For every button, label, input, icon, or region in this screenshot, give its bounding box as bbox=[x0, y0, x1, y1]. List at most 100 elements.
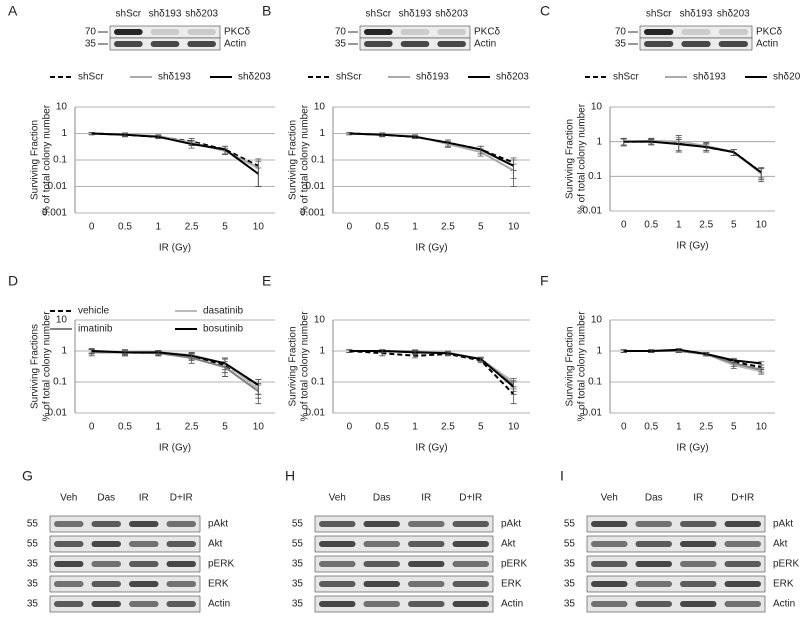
y-tick-label: 1 bbox=[61, 346, 67, 357]
error-bar bbox=[620, 349, 627, 353]
series-line bbox=[623, 348, 762, 365]
lane-label: shδ193 bbox=[149, 9, 182, 20]
error-bar bbox=[730, 357, 737, 364]
row-label: pERK bbox=[773, 559, 799, 570]
blot-band bbox=[591, 561, 628, 567]
row-label: pERK bbox=[208, 559, 234, 570]
y-axis-label: Surviving Fraction bbox=[565, 326, 576, 406]
series-line bbox=[91, 132, 259, 175]
y-axis-label: Surviving Fraction bbox=[30, 120, 41, 200]
blot-band bbox=[635, 521, 672, 527]
error-bar bbox=[155, 134, 162, 139]
error-bar bbox=[648, 139, 655, 145]
blot-band bbox=[91, 521, 121, 527]
x-tick-label: 0 bbox=[89, 222, 95, 233]
blot-band bbox=[54, 581, 84, 587]
error-bar bbox=[620, 138, 627, 146]
y-axis-label: % of total colony number bbox=[300, 311, 311, 422]
y-tick-label: 10 bbox=[56, 315, 68, 326]
x-tick-label: 0 bbox=[347, 422, 353, 433]
y-axis-label: Surviving Fractions bbox=[30, 324, 41, 409]
panel-label: C bbox=[540, 3, 550, 19]
row-label: pAkt bbox=[208, 519, 228, 530]
error-bar bbox=[510, 381, 517, 395]
y-tick-label: 0.1 bbox=[53, 155, 67, 166]
y-tick-label: 10 bbox=[591, 315, 603, 326]
blot-band bbox=[635, 561, 672, 567]
panel-label: G bbox=[22, 468, 33, 484]
blot-band bbox=[452, 521, 489, 527]
x-tick-label: 5 bbox=[731, 220, 737, 231]
y-tick-label: 1 bbox=[319, 128, 325, 139]
error-bar bbox=[758, 361, 765, 366]
blot-band bbox=[114, 29, 143, 35]
blot-band bbox=[364, 41, 393, 47]
y-tick-label: 0.01 bbox=[48, 408, 68, 419]
blot-frame bbox=[314, 595, 494, 613]
error-bar bbox=[346, 132, 353, 136]
marker-label: 55 bbox=[564, 539, 576, 550]
y-tick-label: 10 bbox=[314, 315, 326, 326]
lane-label: D+IR bbox=[170, 493, 193, 504]
error-bar bbox=[675, 348, 682, 352]
x-tick-label: 1 bbox=[676, 422, 682, 433]
marker-label: 55 bbox=[564, 519, 576, 530]
marker-label: 55 bbox=[27, 519, 39, 530]
series-line bbox=[349, 350, 515, 388]
blot-band bbox=[452, 581, 489, 587]
blot-band bbox=[718, 41, 748, 47]
error-bar bbox=[477, 145, 484, 155]
y-tick-label: 0.01 bbox=[306, 408, 326, 419]
marker-label: 35 bbox=[564, 579, 576, 590]
blot-band bbox=[644, 41, 674, 47]
panel-label: F bbox=[540, 273, 549, 289]
x-tick-label: 0 bbox=[621, 422, 627, 433]
blot-band bbox=[724, 541, 761, 547]
x-tick-label: 1 bbox=[412, 422, 418, 433]
lane-label: shδ203 bbox=[435, 9, 468, 20]
x-tick-label: 5 bbox=[478, 422, 484, 433]
lane-label: shScr bbox=[116, 9, 142, 20]
error-bar bbox=[758, 367, 765, 373]
blot-band bbox=[91, 601, 121, 607]
row-label: pAkt bbox=[501, 519, 521, 530]
blot-frame bbox=[586, 595, 766, 613]
series-line bbox=[91, 351, 259, 393]
y-tick-label: 0.01 bbox=[583, 408, 603, 419]
blot-band bbox=[680, 581, 717, 587]
blot-band bbox=[129, 541, 159, 547]
blot-band bbox=[635, 541, 672, 547]
blot-band bbox=[129, 561, 159, 567]
error-bar bbox=[379, 349, 386, 353]
marker-label: 35 bbox=[615, 39, 627, 50]
legend-label: imatinib bbox=[78, 324, 113, 335]
x-tick-label: 5 bbox=[731, 422, 737, 433]
row-label: Actin bbox=[773, 599, 795, 610]
error-bar bbox=[188, 352, 195, 360]
blot-band bbox=[129, 601, 159, 607]
blot-band bbox=[319, 561, 356, 567]
marker-label: 70 bbox=[85, 27, 97, 38]
series-line bbox=[91, 132, 259, 167]
y-tick-label: 0.01 bbox=[306, 181, 326, 192]
blot-band bbox=[724, 581, 761, 587]
row-label: Actin bbox=[756, 39, 778, 50]
blot-band bbox=[319, 521, 356, 527]
error-bar bbox=[222, 357, 228, 374]
series-line bbox=[349, 350, 515, 396]
row-label: PKCδ bbox=[474, 27, 501, 38]
error-bar bbox=[510, 159, 517, 179]
x-tick-label: 1 bbox=[676, 220, 682, 231]
row-label: Actin bbox=[501, 599, 523, 610]
error-bar bbox=[444, 351, 451, 356]
error-bar bbox=[346, 349, 353, 353]
blot-frame bbox=[586, 535, 766, 553]
lane-label: Das bbox=[645, 493, 663, 504]
panel-label: B bbox=[262, 3, 271, 19]
y-tick-label: 0.001 bbox=[42, 208, 67, 219]
marker-label: 35 bbox=[564, 559, 576, 570]
legend-label: shδ203 bbox=[773, 72, 800, 83]
blot-band bbox=[54, 521, 84, 527]
blot-frame bbox=[586, 575, 766, 593]
blot-band bbox=[129, 521, 159, 527]
